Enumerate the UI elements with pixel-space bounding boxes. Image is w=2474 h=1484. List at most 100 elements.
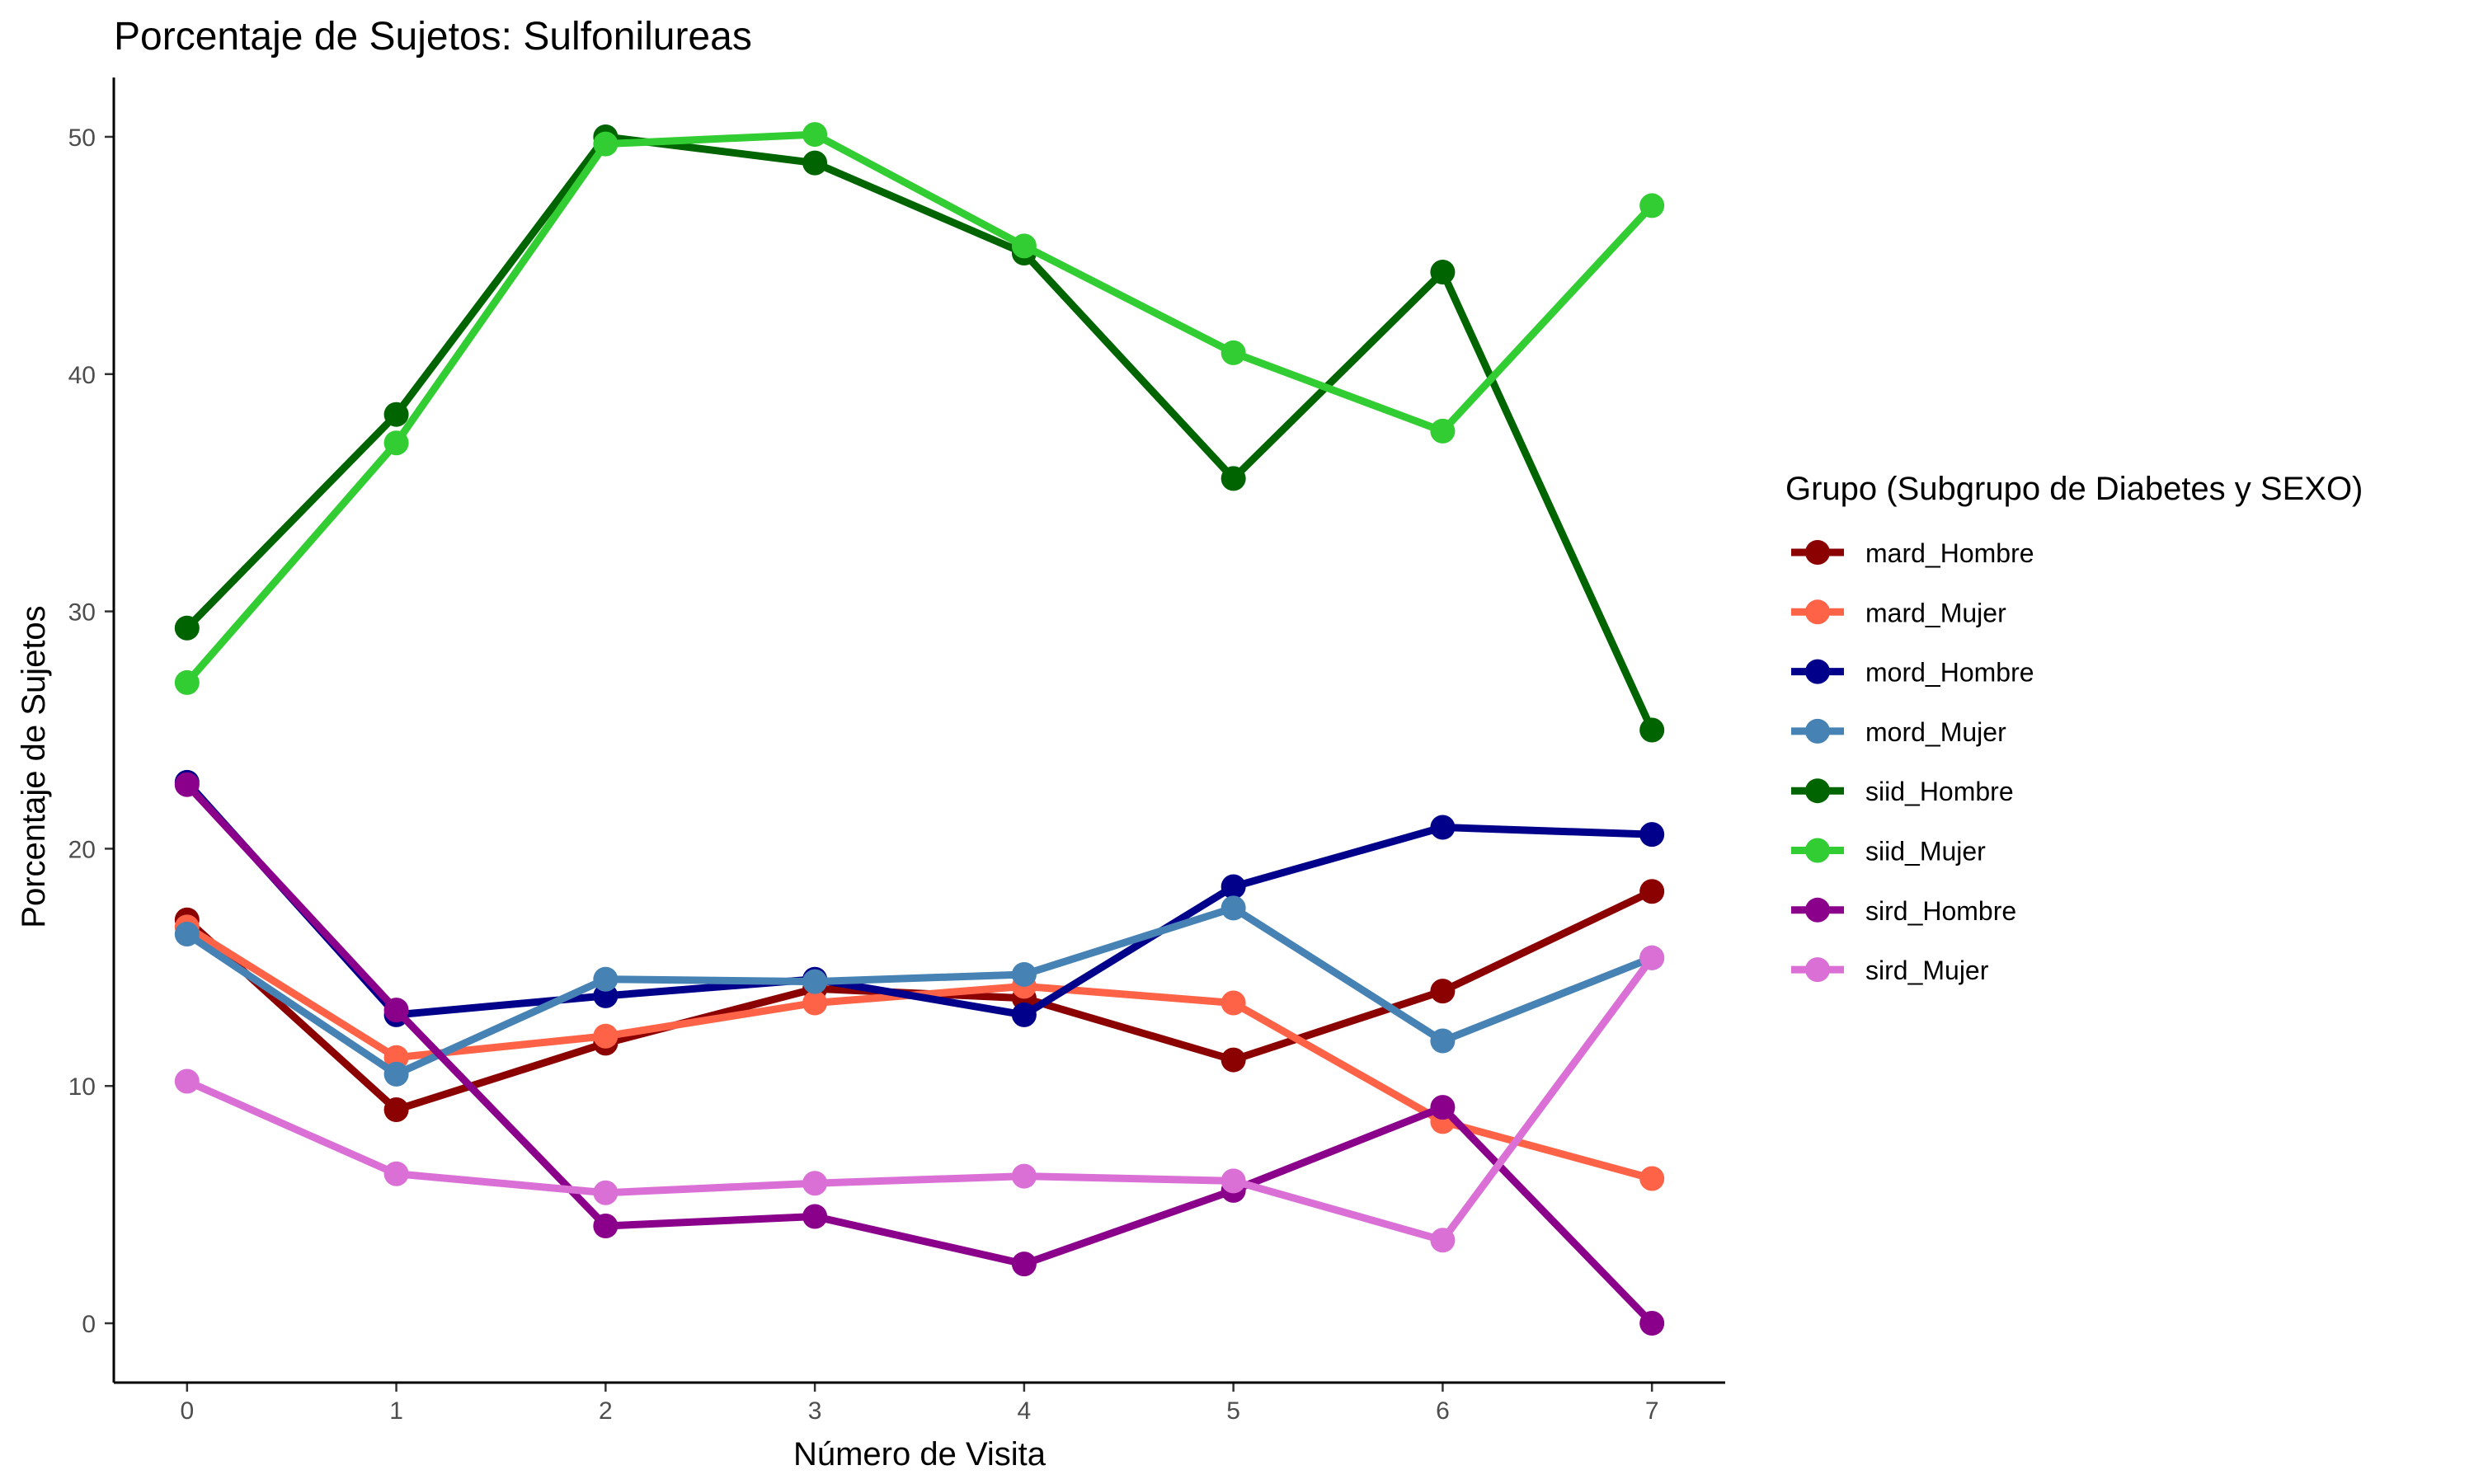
- data-point-sird_Mujer: [174, 1068, 200, 1094]
- legend-item-siid_Mujer: siid_Mujer: [1791, 837, 1986, 866]
- data-point-siid_Mujer: [383, 430, 409, 456]
- data-point-mard_Hombre: [1221, 1047, 1246, 1073]
- data-point-siid_Mujer: [1639, 193, 1665, 218]
- y-tick-label: 20: [68, 836, 96, 863]
- data-point-mard_Mujer: [1639, 1166, 1665, 1191]
- legend-label: mord_Mujer: [1865, 717, 2006, 747]
- x-tick-label: 4: [1018, 1397, 1032, 1425]
- y-tick-label: 40: [68, 362, 96, 389]
- series-line-siid_Hombre: [184, 133, 1656, 732]
- data-point-siid_Mujer: [1221, 340, 1246, 365]
- data-point-siid_Hombre: [802, 150, 828, 176]
- legend-item-mord_Mujer: mord_Mujer: [1791, 717, 2006, 747]
- legend-label: siid_Hombre: [1865, 777, 2014, 806]
- data-point-mard_Mujer: [593, 1023, 618, 1049]
- legend-label: sird_Hombre: [1865, 896, 2016, 926]
- x-axis-label: Número de Visita: [793, 1436, 1047, 1472]
- legend-label: sird_Mujer: [1865, 956, 1989, 985]
- legend-key-point: [1805, 778, 1830, 804]
- data-point-siid_Hombre: [1221, 466, 1246, 491]
- legend-item-sird_Hombre: sird_Hombre: [1791, 896, 2016, 926]
- series-line-mord_Hombre: [184, 779, 1653, 1019]
- x-tick-label: 0: [180, 1397, 194, 1425]
- data-point-sird_Hombre: [593, 1214, 618, 1239]
- data-point-mord_Hombre: [1221, 874, 1246, 899]
- data-point-siid_Mujer: [593, 131, 618, 157]
- data-point-mard_Mujer: [802, 990, 828, 1016]
- data-point-mord_Mujer: [1430, 1028, 1456, 1054]
- legend-key-point: [1805, 659, 1830, 684]
- data-point-siid_Hombre: [1639, 717, 1665, 743]
- legend-label: mard_Hombre: [1865, 538, 2034, 568]
- y-tick-label: 50: [68, 124, 96, 152]
- data-point-siid_Hombre: [174, 615, 200, 641]
- data-point-siid_Hombre: [1430, 260, 1456, 285]
- data-point-sird_Mujer: [1221, 1168, 1246, 1194]
- y-tick-label: 10: [68, 1073, 96, 1101]
- series-sird_Mujer: [174, 945, 1665, 1253]
- data-point-mord_Mujer: [593, 966, 618, 992]
- data-point-mord_Hombre: [1430, 815, 1456, 840]
- legend-items: mard_Hombre mard_Mujer mord_Hombre mord_Muj…: [1791, 538, 2034, 985]
- legend-item-siid_Hombre: siid_Hombre: [1791, 777, 2014, 806]
- legend-key-point: [1805, 897, 1830, 923]
- data-point-sird_Hombre: [1011, 1252, 1037, 1277]
- data-point-siid_Mujer: [174, 669, 200, 695]
- y-axis-label: Porcentaje de Sujetos: [16, 605, 52, 928]
- legend-label: mord_Hombre: [1865, 658, 2034, 688]
- data-point-sird_Mujer: [1639, 945, 1665, 970]
- data-point-mord_Hombre: [1639, 822, 1665, 848]
- data-point-sird_Hombre: [1639, 1311, 1665, 1336]
- data-point-mord_Mujer: [1011, 961, 1037, 987]
- data-point-sird_Mujer: [383, 1161, 409, 1186]
- data-point-sird_Mujer: [1011, 1163, 1037, 1189]
- legend-key-point: [1805, 599, 1830, 625]
- data-point-mord_Hombre: [1011, 1002, 1037, 1027]
- data-point-mord_Mujer: [383, 1061, 409, 1087]
- data-point-mard_Mujer: [1221, 990, 1246, 1016]
- legend-label: siid_Mujer: [1865, 837, 1986, 866]
- chart-title: Porcentaje de Sujetos: Sulfonilureas: [114, 15, 752, 59]
- x-axis-ticks: 0 1 2 3 4 5 6 7: [180, 1383, 1659, 1425]
- legend-label: mard_Mujer: [1865, 598, 2006, 627]
- data-point-sird_Hombre: [383, 998, 409, 1023]
- data-point-sird_Mujer: [802, 1171, 828, 1196]
- data-point-mord_Mujer: [174, 922, 200, 947]
- legend: Grupo (Subgrupo de Diabetes y SEXO) mard…: [1785, 471, 2363, 985]
- data-point-siid_Mujer: [1430, 418, 1456, 444]
- legend-item-mard_Hombre: mard_Hombre: [1791, 538, 2034, 568]
- y-tick-label: 0: [82, 1311, 96, 1338]
- data-point-sird_Mujer: [593, 1180, 618, 1205]
- legend-item-mard_Mujer: mard_Mujer: [1791, 598, 2006, 627]
- legend-title: Grupo (Subgrupo de Diabetes y SEXO): [1785, 471, 2363, 507]
- data-point-siid_Mujer: [802, 122, 828, 148]
- series-line-sird_Mujer: [185, 956, 1655, 1244]
- x-tick-label: 3: [808, 1397, 822, 1425]
- data-point-mard_Hombre: [1430, 979, 1456, 1004]
- data-point-mord_Mujer: [802, 969, 828, 994]
- data-point-sird_Hombre: [174, 772, 200, 797]
- data-point-sird_Hombre: [802, 1204, 828, 1229]
- data-point-mord_Mujer: [1221, 895, 1246, 921]
- data-point-siid_Mujer: [1011, 233, 1037, 259]
- data-point-siid_Hombre: [383, 402, 409, 427]
- data-point-sird_Mujer: [1430, 1228, 1456, 1253]
- legend-key-point: [1805, 838, 1830, 863]
- series-line-siid_Mujer: [184, 130, 1655, 685]
- data-point-sird_Hombre: [1430, 1095, 1456, 1120]
- legend-key-point: [1805, 540, 1830, 565]
- data-point-mard_Hombre: [383, 1097, 409, 1123]
- series-line-sird_Hombre: [184, 782, 1655, 1327]
- plot-area: 0 10 20 30 40 50 0 1 2 3 4 5 6 7: [68, 77, 1725, 1425]
- series-layer: [174, 122, 1665, 1336]
- legend-key-point: [1805, 718, 1830, 744]
- series-siid_Mujer: [174, 122, 1665, 695]
- legend-item-sird_Mujer: sird_Mujer: [1791, 956, 1989, 985]
- x-tick-label: 7: [1645, 1397, 1659, 1425]
- series-line-mord_Mujer: [185, 904, 1653, 1078]
- legend-key-point: [1805, 957, 1830, 983]
- x-tick-label: 6: [1436, 1397, 1450, 1425]
- x-tick-label: 2: [599, 1397, 613, 1425]
- y-tick-label: 30: [68, 599, 96, 627]
